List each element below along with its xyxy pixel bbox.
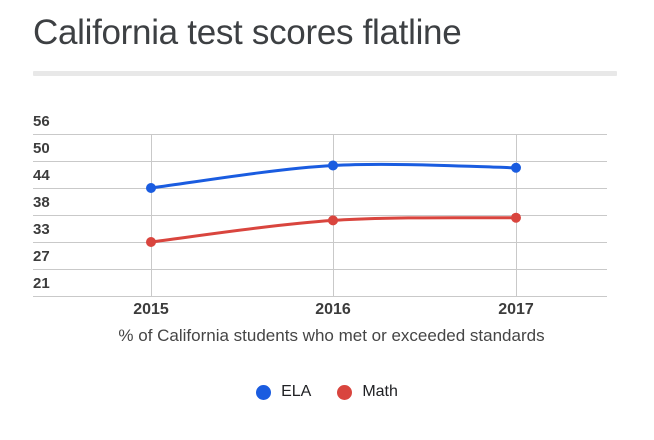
data-point-math-2017: [511, 212, 521, 223]
legend-label-math: Math: [362, 383, 398, 400]
legend-item-math: Math: [337, 383, 398, 401]
y-axis-tick-label: 33: [33, 221, 50, 238]
legend-swatch-math: [337, 384, 353, 400]
chart-legend: ELA Math: [0, 383, 654, 401]
x-axis-tick-label: 2015: [133, 301, 169, 318]
y-axis-tick-label: 21: [33, 275, 50, 292]
data-point-ela-2015: [146, 183, 156, 193]
title-divider: [33, 71, 617, 76]
data-point-math-2015: [146, 237, 156, 247]
y-axis-tick-label: 38: [33, 194, 50, 211]
data-point-ela-2017: [511, 162, 521, 173]
x-axis-tick-label: 2017: [498, 301, 534, 318]
y-axis-tick-label: 50: [33, 140, 50, 157]
y-axis-tick-label: 56: [33, 113, 50, 130]
horizontal-gridlines: [33, 134, 607, 297]
data-point-math-2016: [328, 215, 338, 226]
legend-label-ela: ELA: [281, 383, 312, 400]
legend-item-ela: ELA: [256, 383, 311, 401]
data-point-ela-2016: [328, 160, 338, 171]
chart-plot-area: [33, 134, 607, 297]
legend-swatch-ela: [256, 384, 272, 400]
x-axis-tick-label: 2016: [315, 301, 351, 318]
x-axis-title: % of California students who met or exce…: [118, 326, 545, 345]
y-axis-tick-label: 44: [33, 167, 50, 184]
y-axis-tick-label: 27: [33, 248, 50, 265]
page-title: California test scores flatline: [33, 13, 462, 52]
